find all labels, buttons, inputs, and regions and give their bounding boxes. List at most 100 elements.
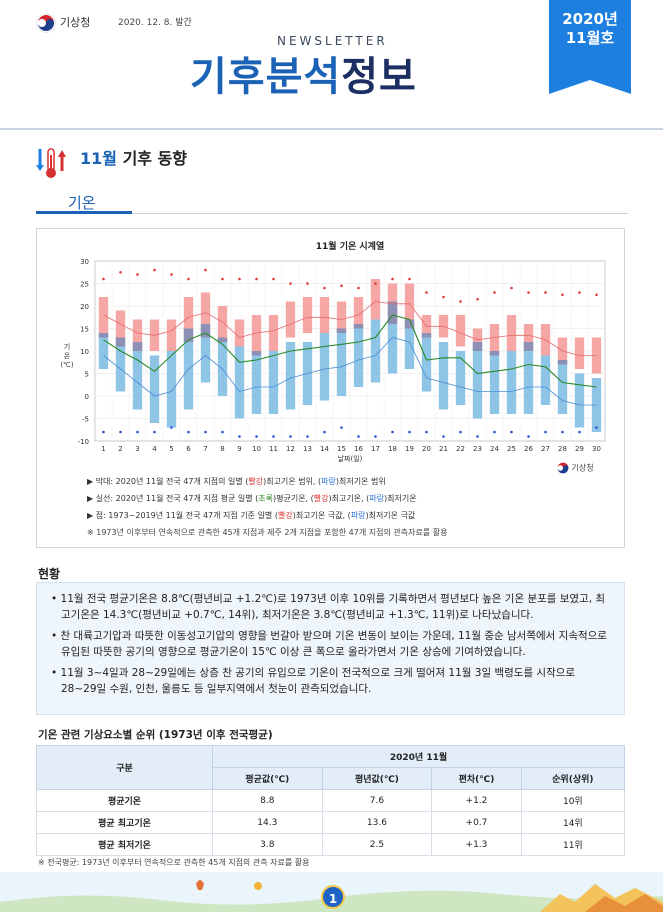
extreme-max-point [442, 295, 445, 299]
header-divider [0, 128, 663, 130]
status-paragraph-3: • 11월 3~4일과 28~29일에는 상층 찬 공기의 유입으로 기온이 전… [51, 667, 576, 695]
extreme-max-point [578, 291, 581, 294]
extreme-max-point [272, 277, 275, 281]
x-tick-label: 27 [541, 445, 550, 453]
x-tick-label: 7 [203, 445, 207, 453]
legend-blue: 파랑 [369, 494, 385, 503]
bar-overlap [251, 351, 262, 356]
table-header-row: 구분 2020년 11월 [36, 745, 625, 790]
x-tick-label: 9 [237, 445, 241, 453]
table-cell: 14위 [520, 811, 626, 834]
extreme-min-point [374, 435, 377, 438]
extreme-max-point [595, 293, 598, 297]
extreme-min-point [187, 430, 190, 434]
bar-min-range [506, 351, 517, 414]
legend-text: )평균기온, ( [273, 494, 314, 503]
extreme-min-point [391, 430, 394, 434]
newsletter-header: 기상청 2020. 12. 8. 발간 NEWSLETTER 기후분석정보 20… [0, 0, 663, 125]
legend-green: 초록 [258, 494, 273, 503]
bar-min-range [149, 355, 160, 423]
legend-text: )최고기온 범위, ( [263, 477, 322, 486]
x-tick-label: 18 [388, 445, 397, 453]
x-tick-label: 2 [118, 445, 122, 453]
bar-overlap [557, 360, 568, 365]
extreme-min-point [136, 430, 139, 434]
table-cell: 13.6 [321, 811, 433, 834]
bar-max-range [115, 310, 126, 347]
y-tick-label: 10 [80, 348, 89, 356]
extreme-min-point [476, 435, 479, 438]
bar-max-range [523, 324, 534, 351]
x-tick-label: 25 [507, 445, 516, 453]
bar-min-range [438, 342, 449, 410]
bar-overlap [217, 337, 228, 342]
extreme-max-point [153, 268, 156, 272]
y-axis-label: 온 [64, 352, 71, 360]
extreme-min-point [578, 430, 581, 434]
extreme-max-point [357, 286, 360, 290]
table-header-cell: 평년값(℃) [321, 767, 433, 790]
chart-title: 11월 기온 시계열 [316, 240, 384, 252]
page-number: 1 [321, 885, 345, 909]
bar-max-range [217, 306, 228, 342]
extreme-min-point [340, 426, 343, 429]
bar-min-range [251, 351, 262, 414]
extreme-min-point [289, 435, 292, 438]
chart-brand: 기상청 [557, 462, 594, 474]
y-tick-label: 20 [80, 303, 89, 311]
y-axis-label: 기 [64, 342, 70, 351]
legend-red: 빨강 [248, 477, 264, 486]
extreme-max-point [306, 282, 309, 285]
issue-ribbon: 2020년 11월호 [549, 0, 631, 94]
x-tick-label: 12 [286, 445, 295, 453]
chart-brand-text: 기상청 [571, 463, 594, 473]
legend-lines: ▶ 실선: 2020년 11월 전국 47개 지점 평균 일별 (초록)평균기온… [87, 490, 447, 507]
extreme-max-point [561, 293, 564, 297]
legend-marker: ▶ [87, 477, 94, 486]
extreme-max-point [459, 300, 462, 303]
table-row-label: 평균 최고기온 [36, 811, 213, 834]
bar-overlap [421, 333, 432, 338]
legend-blue: 파랑 [350, 511, 366, 520]
extreme-min-point [170, 426, 173, 429]
table-row-label: 평균 최저기온 [36, 833, 213, 856]
series-line-mean [103, 314, 597, 388]
bar-min-range [455, 351, 466, 405]
thermometer-icon [36, 148, 66, 178]
legend-marker: ▶ [87, 494, 94, 503]
bar-min-range [489, 351, 500, 414]
section-title-rest: 기후 동향 [117, 149, 188, 168]
y-tick-label: 30 [80, 258, 89, 266]
chart-legend: ▶ 막대: 2020년 11월 전국 47개 지점의 일별 (빨강)최고기온 범… [87, 473, 447, 541]
extreme-max-point [340, 284, 343, 288]
bar-max-range [506, 315, 517, 351]
x-tick-label: 21 [439, 445, 448, 453]
table-cell: 8.8 [212, 789, 323, 812]
bar-max-range [166, 319, 177, 351]
extreme-min-point [306, 435, 309, 438]
extreme-max-point [102, 277, 105, 281]
newsletter-title: 기후분석정보 [190, 44, 417, 102]
extreme-max-point [187, 277, 190, 281]
extreme-min-point [323, 430, 326, 434]
table-period: 2020년 11월 [212, 745, 625, 768]
series-line-max [103, 301, 597, 356]
legend-text: )최저기온 [384, 494, 417, 503]
bar-max-range [268, 315, 279, 351]
x-tick-label: 26 [524, 445, 533, 453]
bar-min-range [217, 337, 228, 396]
y-tick-label: -10 [78, 438, 89, 446]
table-row: 평균 최저기온 3.8 2.5 +1.3 11위 [36, 833, 626, 856]
table-title: 기온 관련 기상요소별 순위 (1973년 이후 전국평균) [38, 729, 273, 741]
legend-text: )최고기온, ( [328, 494, 370, 503]
table-cell: 10위 [520, 789, 626, 812]
bar-min-range [115, 337, 126, 392]
bar-max-range [336, 301, 347, 333]
bar-max-range [455, 315, 466, 347]
table-note: ※ 전국평균: 1973년 이후부터 연속적으로 관측한 45개 지점의 관측 … [38, 858, 310, 867]
x-tick-label: 28 [558, 445, 567, 453]
legend-marker: ▶ [87, 511, 94, 520]
chart-note: ※ 1973년 이후부터 연속적으로 관측한 45개 지점과 제주 2개 지점을… [87, 528, 448, 537]
extreme-min-point [119, 430, 122, 434]
extreme-max-point [510, 286, 513, 290]
